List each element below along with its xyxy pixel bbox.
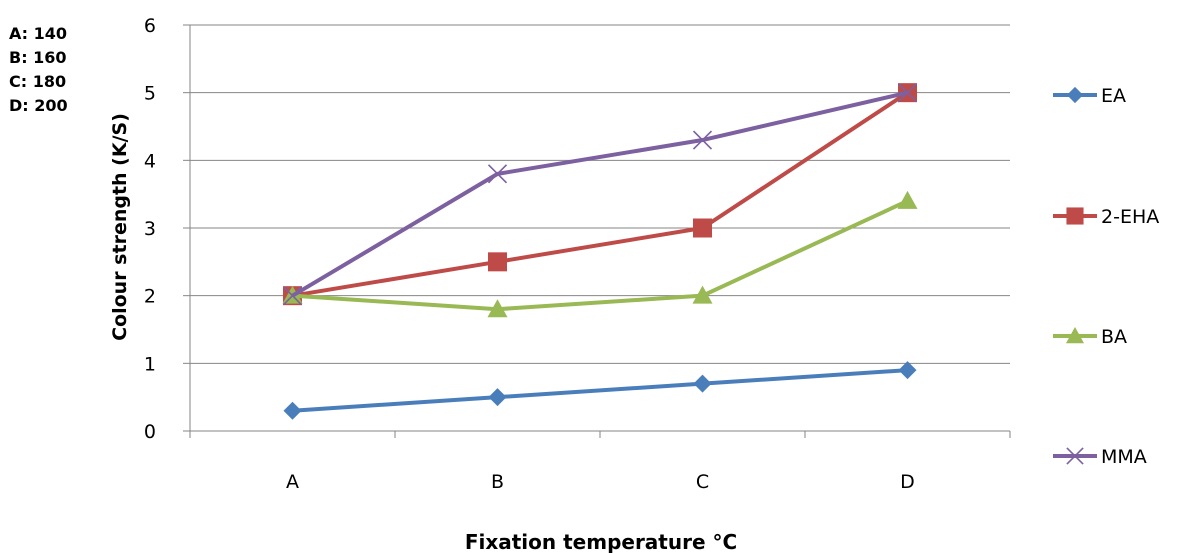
legend-marker bbox=[1066, 327, 1084, 344]
data-point bbox=[692, 130, 713, 150]
data-point bbox=[897, 83, 918, 103]
legend-item-ba: BA bbox=[1053, 326, 1127, 348]
x-tick-label: D bbox=[900, 471, 915, 493]
data-point bbox=[488, 388, 507, 407]
legend-marker bbox=[1066, 207, 1084, 225]
data-point bbox=[693, 374, 712, 393]
y-tick-label: 0 bbox=[144, 421, 156, 443]
legend-label: 2-EHA bbox=[1101, 206, 1159, 228]
series-line bbox=[292, 368, 908, 413]
data-point bbox=[487, 164, 508, 184]
data-point bbox=[487, 299, 508, 318]
temperature-key-item: C: 180 bbox=[9, 72, 66, 91]
data-point bbox=[488, 252, 507, 272]
x-tick-label: C bbox=[696, 471, 709, 493]
legend-item-2-eha: 2-EHA bbox=[1053, 206, 1159, 228]
legend-label: BA bbox=[1101, 326, 1127, 348]
temperature-key: A: 140 B: 160 C: 180 D: 200 bbox=[9, 24, 68, 115]
data-point bbox=[898, 361, 917, 380]
y-tick-label: 5 bbox=[144, 83, 156, 105]
series bbox=[282, 83, 918, 420]
series-mma bbox=[282, 83, 918, 306]
x-axis-label: Fixation temperature °C bbox=[465, 530, 737, 553]
y-tick-label: 4 bbox=[144, 150, 156, 172]
grid bbox=[190, 24, 1010, 364]
legend: EA 2-EHA BA MMA bbox=[1053, 85, 1159, 468]
legend-marker bbox=[1066, 86, 1084, 104]
y-tick-label: 2 bbox=[144, 286, 156, 308]
legend-label: EA bbox=[1101, 85, 1126, 107]
axes: 0 1 2 3 4 5 6 A B C D bbox=[144, 15, 1011, 493]
temperature-key-item: B: 160 bbox=[9, 48, 67, 67]
temperature-key-item: D: 200 bbox=[9, 96, 68, 115]
y-axis-label: Colour strength (K/S) bbox=[109, 113, 131, 341]
legend-marker bbox=[1066, 447, 1084, 465]
data-point bbox=[283, 401, 302, 420]
legend-label: MMA bbox=[1101, 446, 1147, 468]
series-2-eha bbox=[283, 83, 917, 306]
y-tick-label: 6 bbox=[144, 15, 156, 37]
data-point bbox=[282, 286, 303, 306]
data-point bbox=[897, 190, 918, 209]
series-ea bbox=[283, 361, 917, 420]
x-tick-label: A bbox=[286, 471, 299, 493]
series-line bbox=[292, 199, 909, 312]
series-line bbox=[292, 90, 909, 298]
x-tick-label: B bbox=[491, 471, 504, 493]
series-ba bbox=[282, 190, 918, 318]
y-tick-label: 3 bbox=[144, 218, 156, 240]
temperature-key-item: A: 140 bbox=[9, 24, 67, 43]
y-tick-label: 1 bbox=[144, 353, 156, 375]
data-point bbox=[693, 218, 712, 238]
series-line bbox=[291, 90, 908, 298]
legend-item-ea: EA bbox=[1053, 85, 1126, 107]
data-point bbox=[692, 285, 713, 304]
legend-item-mma: MMA bbox=[1053, 446, 1147, 468]
